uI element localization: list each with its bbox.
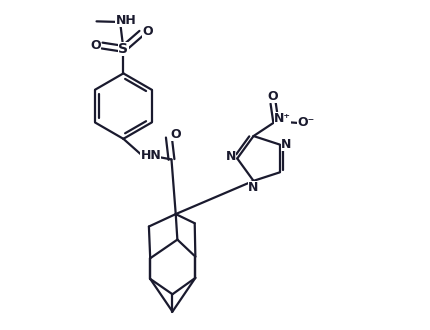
Text: N: N — [248, 181, 258, 194]
Text: NH: NH — [116, 14, 136, 26]
Text: N: N — [281, 138, 292, 151]
Text: O: O — [142, 25, 153, 38]
Text: N: N — [225, 150, 236, 163]
Text: O: O — [268, 90, 279, 103]
Text: S: S — [118, 42, 129, 56]
Text: HN: HN — [141, 149, 161, 162]
Text: O: O — [170, 128, 181, 141]
Text: O: O — [90, 39, 101, 52]
Text: O⁻: O⁻ — [297, 116, 314, 129]
Text: N⁺: N⁺ — [274, 112, 291, 125]
